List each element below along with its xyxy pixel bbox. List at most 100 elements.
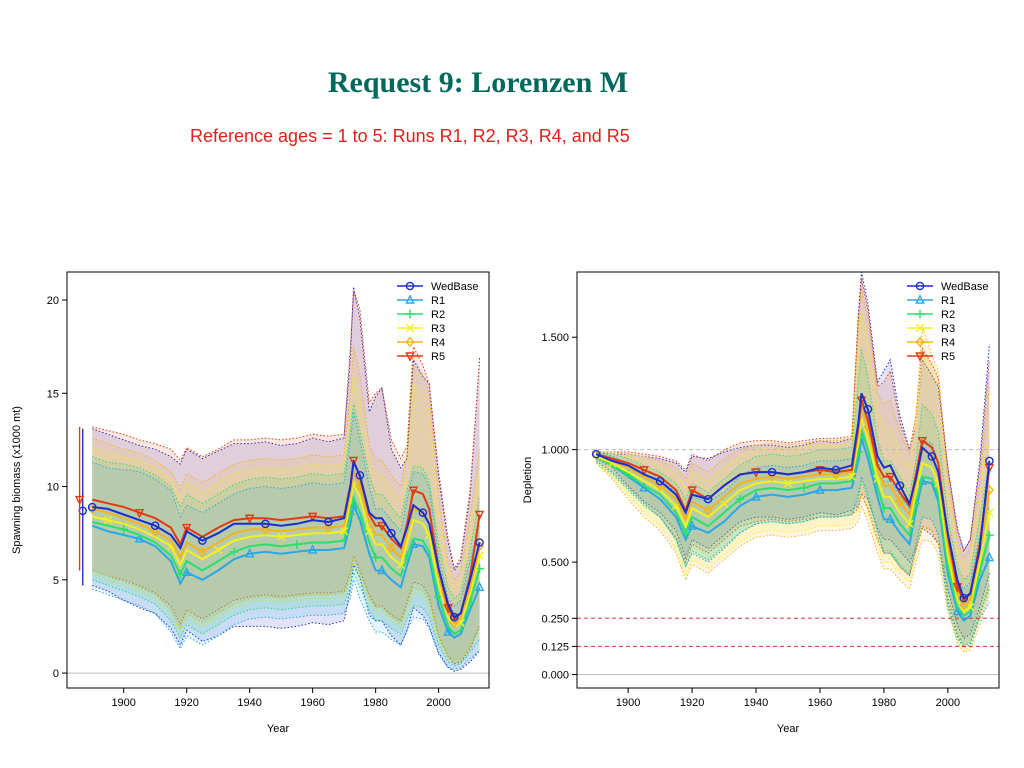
legend-marker [915,352,925,362]
x-axis-title: Year [267,723,290,735]
point-wedbase [985,456,994,466]
y-tick-label: 15 [47,388,59,400]
point-r2 [879,503,889,513]
band-lower-r3 [595,462,990,651]
legend-marker [405,323,415,333]
point-r3 [340,527,349,536]
legend-item-r1: R1 [907,294,955,307]
spawning-biomass-chart: 1900 1920 1940 1960 1980 2000 0 5 10 15 20 Year Spaw… [11,271,490,735]
point-r2 [119,525,129,534]
point-r5 [474,510,485,521]
point-r4 [959,599,969,611]
point-r2 [985,530,994,540]
point-r5 [244,514,255,525]
band-lower-r4 [595,462,990,653]
y-axis-title: Spawning biomass (x1000 mt) [11,406,23,554]
point-r5 [408,486,419,497]
point-wedbase [591,449,601,459]
y-tick-label: 0.000 [541,670,569,682]
band-lower-r4 [92,555,481,661]
point-r2 [175,569,185,579]
y-tick-label: 1.000 [541,445,569,457]
point-r1 [443,626,453,636]
point-wedbase [355,471,365,480]
series-r3 [91,479,484,628]
legend-label: R4 [941,337,955,349]
legend-label: R2 [941,309,955,321]
point-r3 [103,515,113,525]
band-r4 [92,346,480,660]
series-r1 [91,499,485,639]
legend-item-r4: R4 [907,336,955,349]
legend-item-wedbase: WedBase [397,281,479,293]
band-upper-r2 [596,348,990,581]
point-r5 [307,512,318,523]
point-wedbase [895,481,905,490]
legend: WedBase R1 R2 R3 R4 R5 [907,281,989,363]
y-tick-label: 10 [47,482,59,494]
band-lower-r5 [595,460,990,646]
series-wedbase [591,393,994,603]
point-r3 [783,479,793,488]
series-line-r1 [91,501,481,639]
series-line-r2 [595,429,991,618]
legend-item-r3: R3 [907,323,955,335]
band-lower-r1 [595,460,990,649]
uncertainty-bands [92,286,481,672]
series-wedbase [87,458,484,622]
slide-title: Request 9: Lorenzen M [327,66,629,99]
uncertainty-bands [595,271,990,653]
point-r2 [371,553,381,562]
legend-label: R1 [431,295,445,307]
point-wedbase [324,517,333,527]
y-tick-label: 0 [53,668,59,680]
band-upper-wedbase [92,286,481,572]
point-r3 [277,532,286,542]
point-wedbase [418,508,428,517]
x-tick-label: 1980 [872,697,896,709]
point-r2 [799,483,809,493]
legend-item-r3: R3 [397,323,445,335]
plot-frame [66,271,490,689]
point-r4 [895,496,905,507]
point-wedbase [655,476,665,486]
point-wedbase [927,452,937,461]
point-r1 [751,491,761,501]
legend-item-r1: R1 [397,294,445,307]
x-tick-label: 1920 [680,697,704,709]
legend-item-r5: R5 [907,351,955,363]
legend-label: R5 [431,351,445,363]
band-r1 [92,411,480,670]
band-upper-r3 [92,374,481,589]
legend-item-r2: R2 [397,309,445,321]
band-lower-r2 [92,570,481,667]
y-tick-label: 0.500 [541,557,569,569]
legend-item-r2: R2 [907,309,955,321]
x-tick-label: 1960 [300,697,324,709]
point-r5 [181,523,192,534]
point-r1 [307,544,318,554]
point-wedbase [703,494,713,504]
point-wedbase [450,612,459,622]
slide-subtitle: Reference ages = 1 to 5: Runs R1, R2, R3… [190,126,630,146]
series-r2 [595,429,994,618]
point-r3 [847,472,857,481]
point-r4 [260,524,270,535]
x-tick-label: 2000 [426,697,450,709]
point-r5 [639,466,649,476]
x-tick-label: 1900 [111,697,135,709]
legend-label: R4 [431,337,445,349]
series-r3 [595,417,994,613]
legend-marker [405,309,415,319]
band-lower-r3 [92,561,481,663]
band-upper-r5 [596,278,990,553]
x-tick-label: 1960 [808,697,832,709]
y-tick-label: 5 [53,575,59,587]
legend-marker [405,281,415,291]
legend-label: R2 [431,309,445,321]
x-tick-label: 1940 [744,697,768,709]
point-wedbase [198,536,207,545]
legend-marker [915,336,925,348]
point-r4 [150,526,160,537]
y-tick-label: 1.500 [541,332,569,344]
